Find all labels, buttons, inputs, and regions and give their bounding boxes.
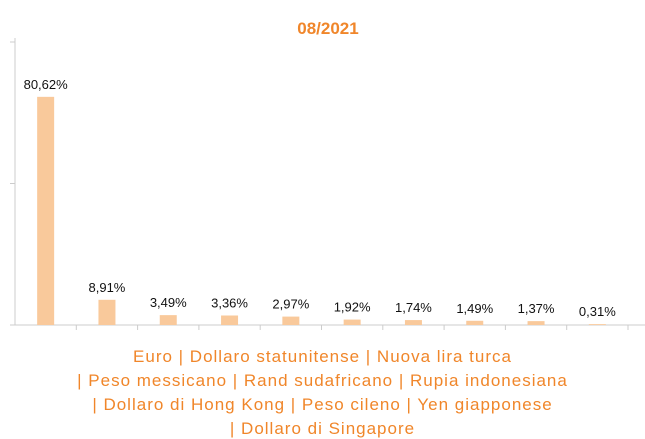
bar [37,96,55,325]
data-label: 80,62% [24,77,69,92]
data-label: 1,92% [334,300,371,315]
bar [343,319,361,325]
bar [466,320,484,325]
caption-line: | Dollaro di Singapore [229,419,416,438]
caption-line: | Dollaro di Hong Kong | Peso cileno | Y… [92,395,553,414]
bar [404,320,422,325]
bar [282,316,300,325]
bar [159,315,177,325]
bar [221,315,239,325]
caption-line: | Peso messicano | Rand sudafricano | Ru… [77,371,568,390]
caption-line: Euro | Dollaro statunitense | Nuova lira… [133,347,512,366]
data-label: 3,36% [211,295,248,310]
bar [98,299,116,325]
chart-title: 08/2021 [297,19,358,38]
chart: 08/2021 80,62% 8,91% 3,49% 3,36% 2,97% 1,92% 1… [10,19,645,330]
data-label: 1,37% [518,301,555,316]
bar [588,324,606,325]
legend-caption: Euro | Dollaro statunitense | Nuova lira… [0,345,645,439]
data-label: 1,74% [395,300,432,315]
data-label: 2,97% [272,297,309,312]
bar [527,321,545,325]
data-label: 3,49% [150,295,187,310]
data-label: 8,91% [89,280,126,295]
data-label: 1,49% [456,301,493,316]
data-label: 0,31% [579,304,616,319]
